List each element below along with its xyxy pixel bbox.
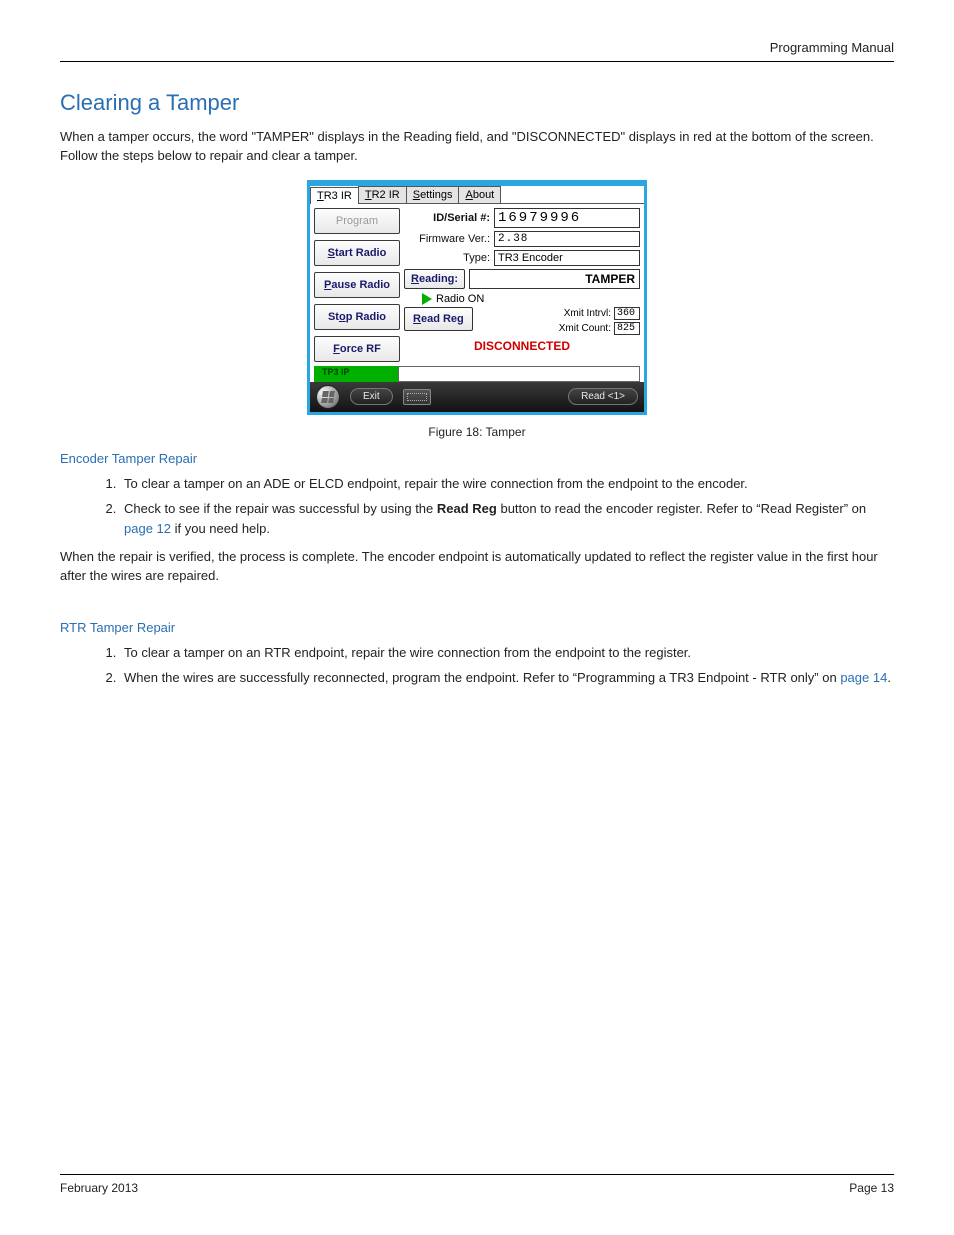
disconnected-label: DISCONNECTED bbox=[404, 339, 640, 353]
radio-on-label: Radio ON bbox=[436, 293, 484, 305]
enc-s2-c: if you need help. bbox=[171, 521, 270, 536]
rtr-repair-heading: RTR Tamper Repair bbox=[60, 620, 894, 635]
read-softkey[interactable]: Read <1> bbox=[568, 388, 638, 405]
xmit-count-label: Xmit Count: bbox=[559, 323, 611, 334]
app-window: TR3 IR TR2 IR Settings About Program Sta… bbox=[307, 180, 647, 415]
tab-tr3-mnemonic: T bbox=[317, 190, 324, 202]
windows-flag-icon bbox=[321, 391, 335, 403]
encoder-repair-heading: Encoder Tamper Repair bbox=[60, 451, 894, 466]
encoder-step-1: To clear a tamper on an ADE or ELCD endp… bbox=[120, 474, 894, 494]
figure-tamper: TR3 IR TR2 IR Settings About Program Sta… bbox=[60, 180, 894, 415]
reading-value: TAMPER bbox=[469, 269, 640, 289]
encoder-repair-steps: To clear a tamper on an ADE or ELCD endp… bbox=[120, 474, 894, 539]
play-icon bbox=[422, 293, 432, 305]
encoder-step-2: Check to see if the repair was successfu… bbox=[120, 499, 894, 538]
firmware-label: Firmware Ver.: bbox=[404, 233, 494, 245]
footer-page: Page 13 bbox=[849, 1181, 894, 1195]
firmware-value: 2.38 bbox=[494, 231, 640, 247]
stop-radio-button[interactable]: Stop Radio bbox=[314, 304, 400, 330]
tab-settings-mnemonic: S bbox=[413, 189, 420, 201]
start-radio-button[interactable]: Start Radio bbox=[314, 240, 400, 266]
id-serial-value: 16979996 bbox=[494, 208, 640, 228]
rtr-step-1: To clear a tamper on an RTR endpoint, re… bbox=[120, 643, 894, 663]
id-serial-label: ID/Serial #: bbox=[404, 212, 494, 224]
tab-bar: TR3 IR TR2 IR Settings About bbox=[310, 186, 644, 204]
read-reg-button[interactable]: Read Reg bbox=[404, 307, 473, 331]
encoder-repair-after: When the repair is verified, the process… bbox=[60, 548, 894, 586]
page-header: Programming Manual bbox=[60, 40, 894, 62]
taskbar: Exit Read <1> bbox=[310, 382, 644, 412]
rtr-s2-a: When the wires are successfully reconnec… bbox=[124, 670, 840, 685]
readreg-mnemonic: R bbox=[413, 313, 421, 325]
status-strip: TP3 IP bbox=[314, 366, 640, 382]
rtr-repair-steps: To clear a tamper on an RTR endpoint, re… bbox=[120, 643, 894, 688]
pause-radio-button[interactable]: Pause Radio bbox=[314, 272, 400, 298]
stop-mnemonic: o bbox=[339, 311, 346, 323]
enc-s2-a: Check to see if the repair was successfu… bbox=[124, 501, 437, 516]
status-strip-label: TP3 IP bbox=[322, 367, 350, 377]
section-title: Clearing a Tamper bbox=[60, 90, 894, 116]
right-panel: ID/Serial #: 16979996 Firmware Ver.: 2.3… bbox=[404, 208, 640, 362]
tab-about-mnemonic: A bbox=[465, 189, 472, 201]
tab-tr2-mnemonic: T bbox=[365, 189, 372, 201]
tab-tr2-ir[interactable]: TR2 IR bbox=[358, 186, 407, 203]
start-mnemonic: S bbox=[328, 247, 335, 259]
link-page-14[interactable]: page 14 bbox=[840, 670, 887, 685]
tab-settings[interactable]: Settings bbox=[406, 186, 460, 203]
exit-button[interactable]: Exit bbox=[350, 388, 393, 405]
left-button-column: Program Start Radio Pause Radio Stop Rad… bbox=[314, 208, 400, 362]
force-rf-button[interactable]: Force RF bbox=[314, 336, 400, 362]
program-button: Program bbox=[314, 208, 400, 234]
page-footer: February 2013 Page 13 bbox=[60, 1174, 894, 1195]
reading-mnemonic: R bbox=[411, 273, 419, 285]
intro-paragraph: When a tamper occurs, the word "TAMPER" … bbox=[60, 128, 894, 166]
status-strip-slot bbox=[398, 366, 640, 382]
pause-mnemonic: P bbox=[324, 279, 331, 291]
rtr-s2-b: . bbox=[887, 670, 891, 685]
xmit-intrvl-label: Xmit Intrvl: bbox=[564, 308, 611, 319]
start-orb-icon[interactable] bbox=[316, 385, 340, 409]
xmit-intrvl-value: 360 bbox=[614, 307, 640, 320]
figure-caption: Figure 18: Tamper bbox=[60, 425, 894, 439]
tab-tr3-ir[interactable]: TR3 IR bbox=[310, 187, 359, 204]
reading-button[interactable]: Reading: bbox=[404, 269, 465, 289]
footer-date: February 2013 bbox=[60, 1181, 138, 1195]
xmit-count-value: 825 bbox=[614, 322, 640, 335]
keyboard-icon[interactable] bbox=[403, 389, 431, 405]
radio-on-indicator: Radio ON bbox=[422, 293, 640, 305]
enc-s2-b: button to read the encoder register. Ref… bbox=[497, 501, 866, 516]
link-page-12[interactable]: page 12 bbox=[124, 521, 171, 536]
force-mnemonic: F bbox=[333, 343, 340, 355]
type-value: TR3 Encoder bbox=[494, 250, 640, 266]
tab-about[interactable]: About bbox=[458, 186, 501, 203]
enc-s2-bold: Read Reg bbox=[437, 501, 497, 516]
type-label: Type: bbox=[404, 252, 494, 264]
rtr-step-2: When the wires are successfully reconnec… bbox=[120, 668, 894, 688]
